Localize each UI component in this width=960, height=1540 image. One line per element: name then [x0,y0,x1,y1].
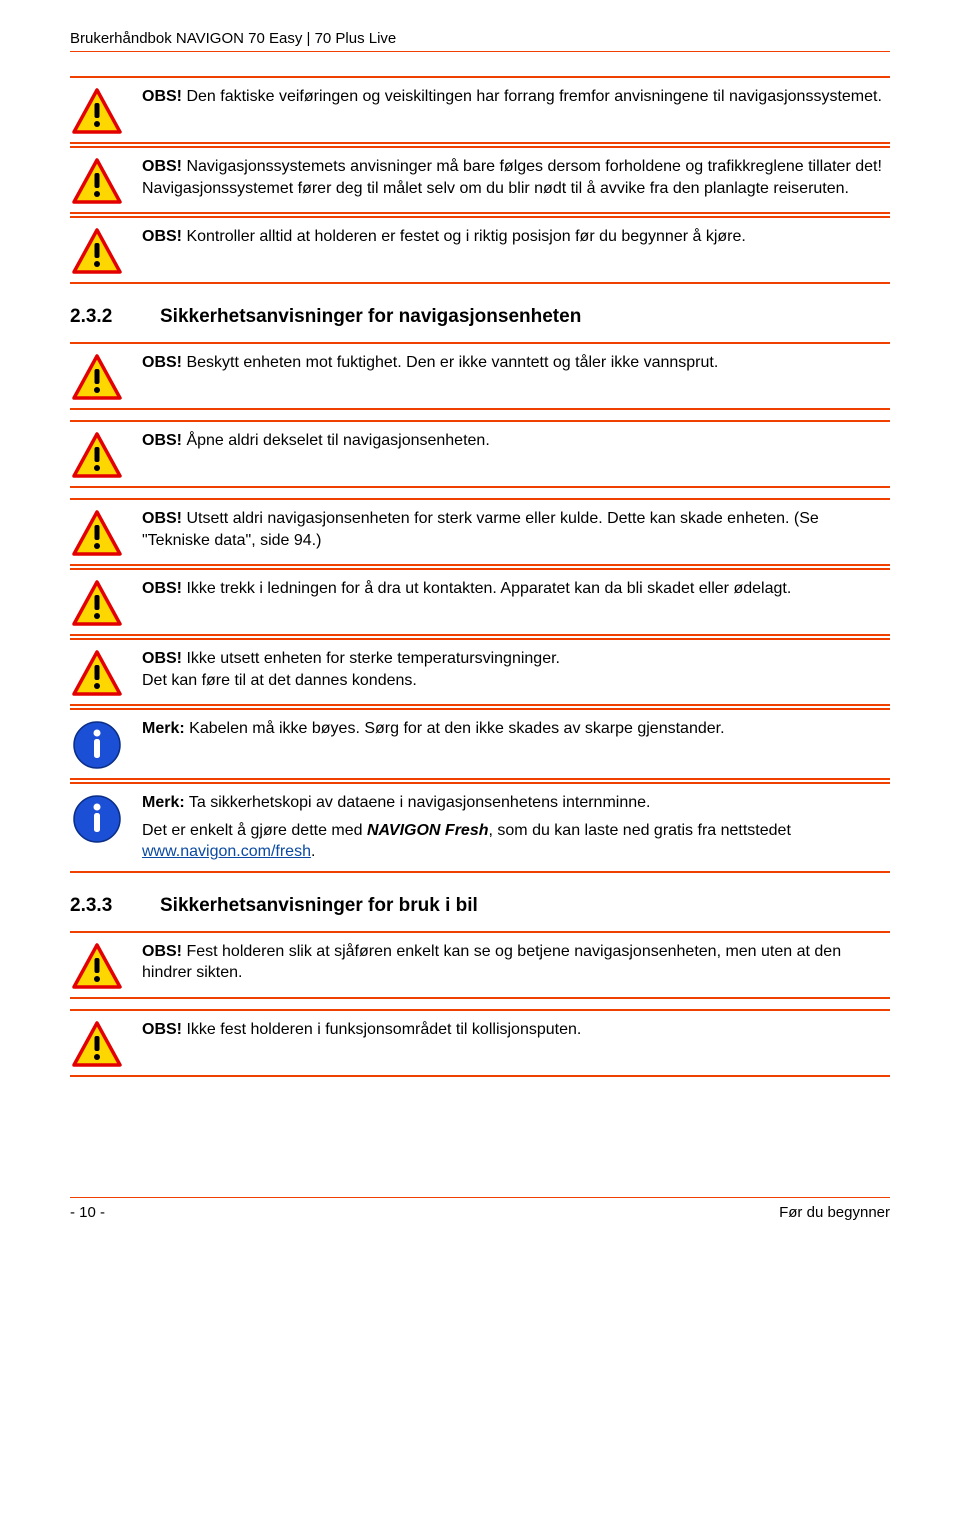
section-title: Sikkerhetsanvisninger for bruk i bil [160,895,478,917]
notice-body: Beskytt enheten mot fuktighet. Den er ik… [186,354,718,371]
notice: OBS! Utsett aldri navigasjonsenheten for… [70,498,890,566]
notice-body-p2a: Det er enkelt å gjøre dette med [142,822,367,839]
notice-prefix: OBS! [142,432,182,449]
warning-icon [70,430,124,478]
notice-text: OBS! Kontroller alltid at holderen er fe… [142,226,890,248]
notice-prefix: Merk: [142,794,185,811]
notice-text: OBS! Åpne aldri dekselet til navigasjons… [142,430,890,452]
warning-icon [70,648,124,696]
notice: OBS! Fest holderen slik at sjåføren enke… [70,931,890,999]
notice-prefix: OBS! [142,88,182,105]
notice: OBS! Ikke fest holderen i funksjonsområd… [70,1009,890,1077]
notice-body: Kabelen må ikke bøyes. Sørg for at den i… [189,720,724,737]
notice-prefix: OBS! [142,943,182,960]
brand-name: NAVIGON Fresh [367,822,489,839]
notice-body: Kontroller alltid at holderen er festet … [186,228,745,245]
section-heading: 2.3.2 Sikkerhetsanvisninger for navigasj… [70,306,890,328]
notice-text: Merk: Kabelen må ikke bøyes. Sørg for at… [142,718,890,740]
notice-body: Åpne aldri dekselet til navigasjonsenhet… [186,432,489,449]
notice-group-232-c: OBS! Utsett aldri navigasjonsenheten for… [70,498,890,873]
notice-prefix: OBS! [142,650,182,667]
notice-body: Ikke utsett enheten for sterke temperatu… [186,650,560,667]
notice-text: OBS! Ikke utsett enheten for sterke temp… [142,648,890,691]
notice-body: Utsett aldri navigasjonsenheten for ster… [142,510,819,549]
footer-section: Før du begynner [779,1204,890,1221]
page-number: - 10 - [70,1204,105,1221]
notice-body: Fest holderen slik at sjåføren enkelt ka… [142,943,841,982]
warning-icon [70,941,124,989]
notice-text: Merk: Ta sikkerhetskopi av dataene i nav… [142,792,890,863]
notice-text: OBS! Den faktiske veiføringen og veiskil… [142,86,890,108]
notice-prefix: OBS! [142,228,182,245]
info-icon [70,792,124,844]
notice: Merk: Ta sikkerhetskopi av dataene i nav… [70,782,890,873]
warning-icon [70,1019,124,1067]
notice: OBS! Åpne aldri dekselet til navigasjons… [70,420,890,488]
notice-text: OBS! Fest holderen slik at sjåføren enke… [142,941,890,984]
notice-group-233-b: OBS! Ikke fest holderen i funksjonsområd… [70,1009,890,1077]
notice-group-233-a: OBS! Fest holderen slik at sjåføren enke… [70,931,890,999]
notice: OBS! Kontroller alltid at holderen er fe… [70,216,890,284]
notice-prefix: Merk: [142,720,185,737]
notice: OBS! Ikke trekk i ledningen for å dra ut… [70,568,890,636]
notice-text: OBS! Navigasjonssystemets anvisninger må… [142,156,890,199]
notice-body-p2c: . [311,843,315,860]
notice-prefix: OBS! [142,510,182,527]
notice-body-line2: Det kan føre til at det dannes kondens. [142,672,417,689]
notice-prefix: OBS! [142,580,182,597]
notice: OBS! Ikke utsett enheten for sterke temp… [70,638,890,706]
warning-icon [70,352,124,400]
header-rule [70,51,890,52]
notice-group-top: OBS! Den faktiske veiføringen og veiskil… [70,76,890,284]
notice-prefix: OBS! [142,1021,182,1038]
notice: OBS! Navigasjonssystemets anvisninger må… [70,146,890,214]
section-number: 2.3.2 [70,306,160,328]
notice-prefix: OBS! [142,354,182,371]
notice-body-p2b: , som du kan laste ned gratis fra nettst… [489,822,791,839]
notice-group-232-b: OBS! Åpne aldri dekselet til navigasjons… [70,420,890,488]
notice-body: Ikke trekk i ledningen for å dra ut kont… [186,580,791,597]
warning-icon [70,226,124,274]
warning-icon [70,508,124,556]
notice-text: OBS! Ikke trekk i ledningen for å dra ut… [142,578,890,600]
doc-header: Brukerhåndbok NAVIGON 70 Easy | 70 Plus … [70,30,890,47]
notice: Merk: Kabelen må ikke bøyes. Sørg for at… [70,708,890,780]
fresh-link[interactable]: www.navigon.com/fresh [142,843,311,860]
warning-icon [70,578,124,626]
footer: - 10 - Før du begynner [70,1197,890,1221]
section-number: 2.3.3 [70,895,160,917]
footer-rule [70,1197,890,1198]
notice-group-232-a: OBS! Beskytt enheten mot fuktighet. Den … [70,342,890,410]
notice: OBS! Den faktiske veiføringen og veiskil… [70,76,890,144]
section-heading: 2.3.3 Sikkerhetsanvisninger for bruk i b… [70,895,890,917]
notice-text: OBS! Beskytt enheten mot fuktighet. Den … [142,352,890,374]
section-title: Sikkerhetsanvisninger for navigasjonsenh… [160,306,581,328]
warning-icon [70,86,124,134]
notice-body: Ikke fest holderen i funksjonsområdet ti… [186,1021,581,1038]
notice-prefix: OBS! [142,158,182,175]
notice-text: OBS! Ikke fest holderen i funksjonsområd… [142,1019,890,1041]
notice-text: OBS! Utsett aldri navigasjonsenheten for… [142,508,890,551]
notice-body: Den faktiske veiføringen og veiskiltinge… [186,88,881,105]
warning-icon [70,156,124,204]
notice-body: Navigasjonssystemets anvisninger må bare… [142,158,882,197]
notice: OBS! Beskytt enheten mot fuktighet. Den … [70,342,890,410]
info-icon [70,718,124,770]
notice-body: Ta sikkerhetskopi av dataene i navigasjo… [189,794,651,811]
